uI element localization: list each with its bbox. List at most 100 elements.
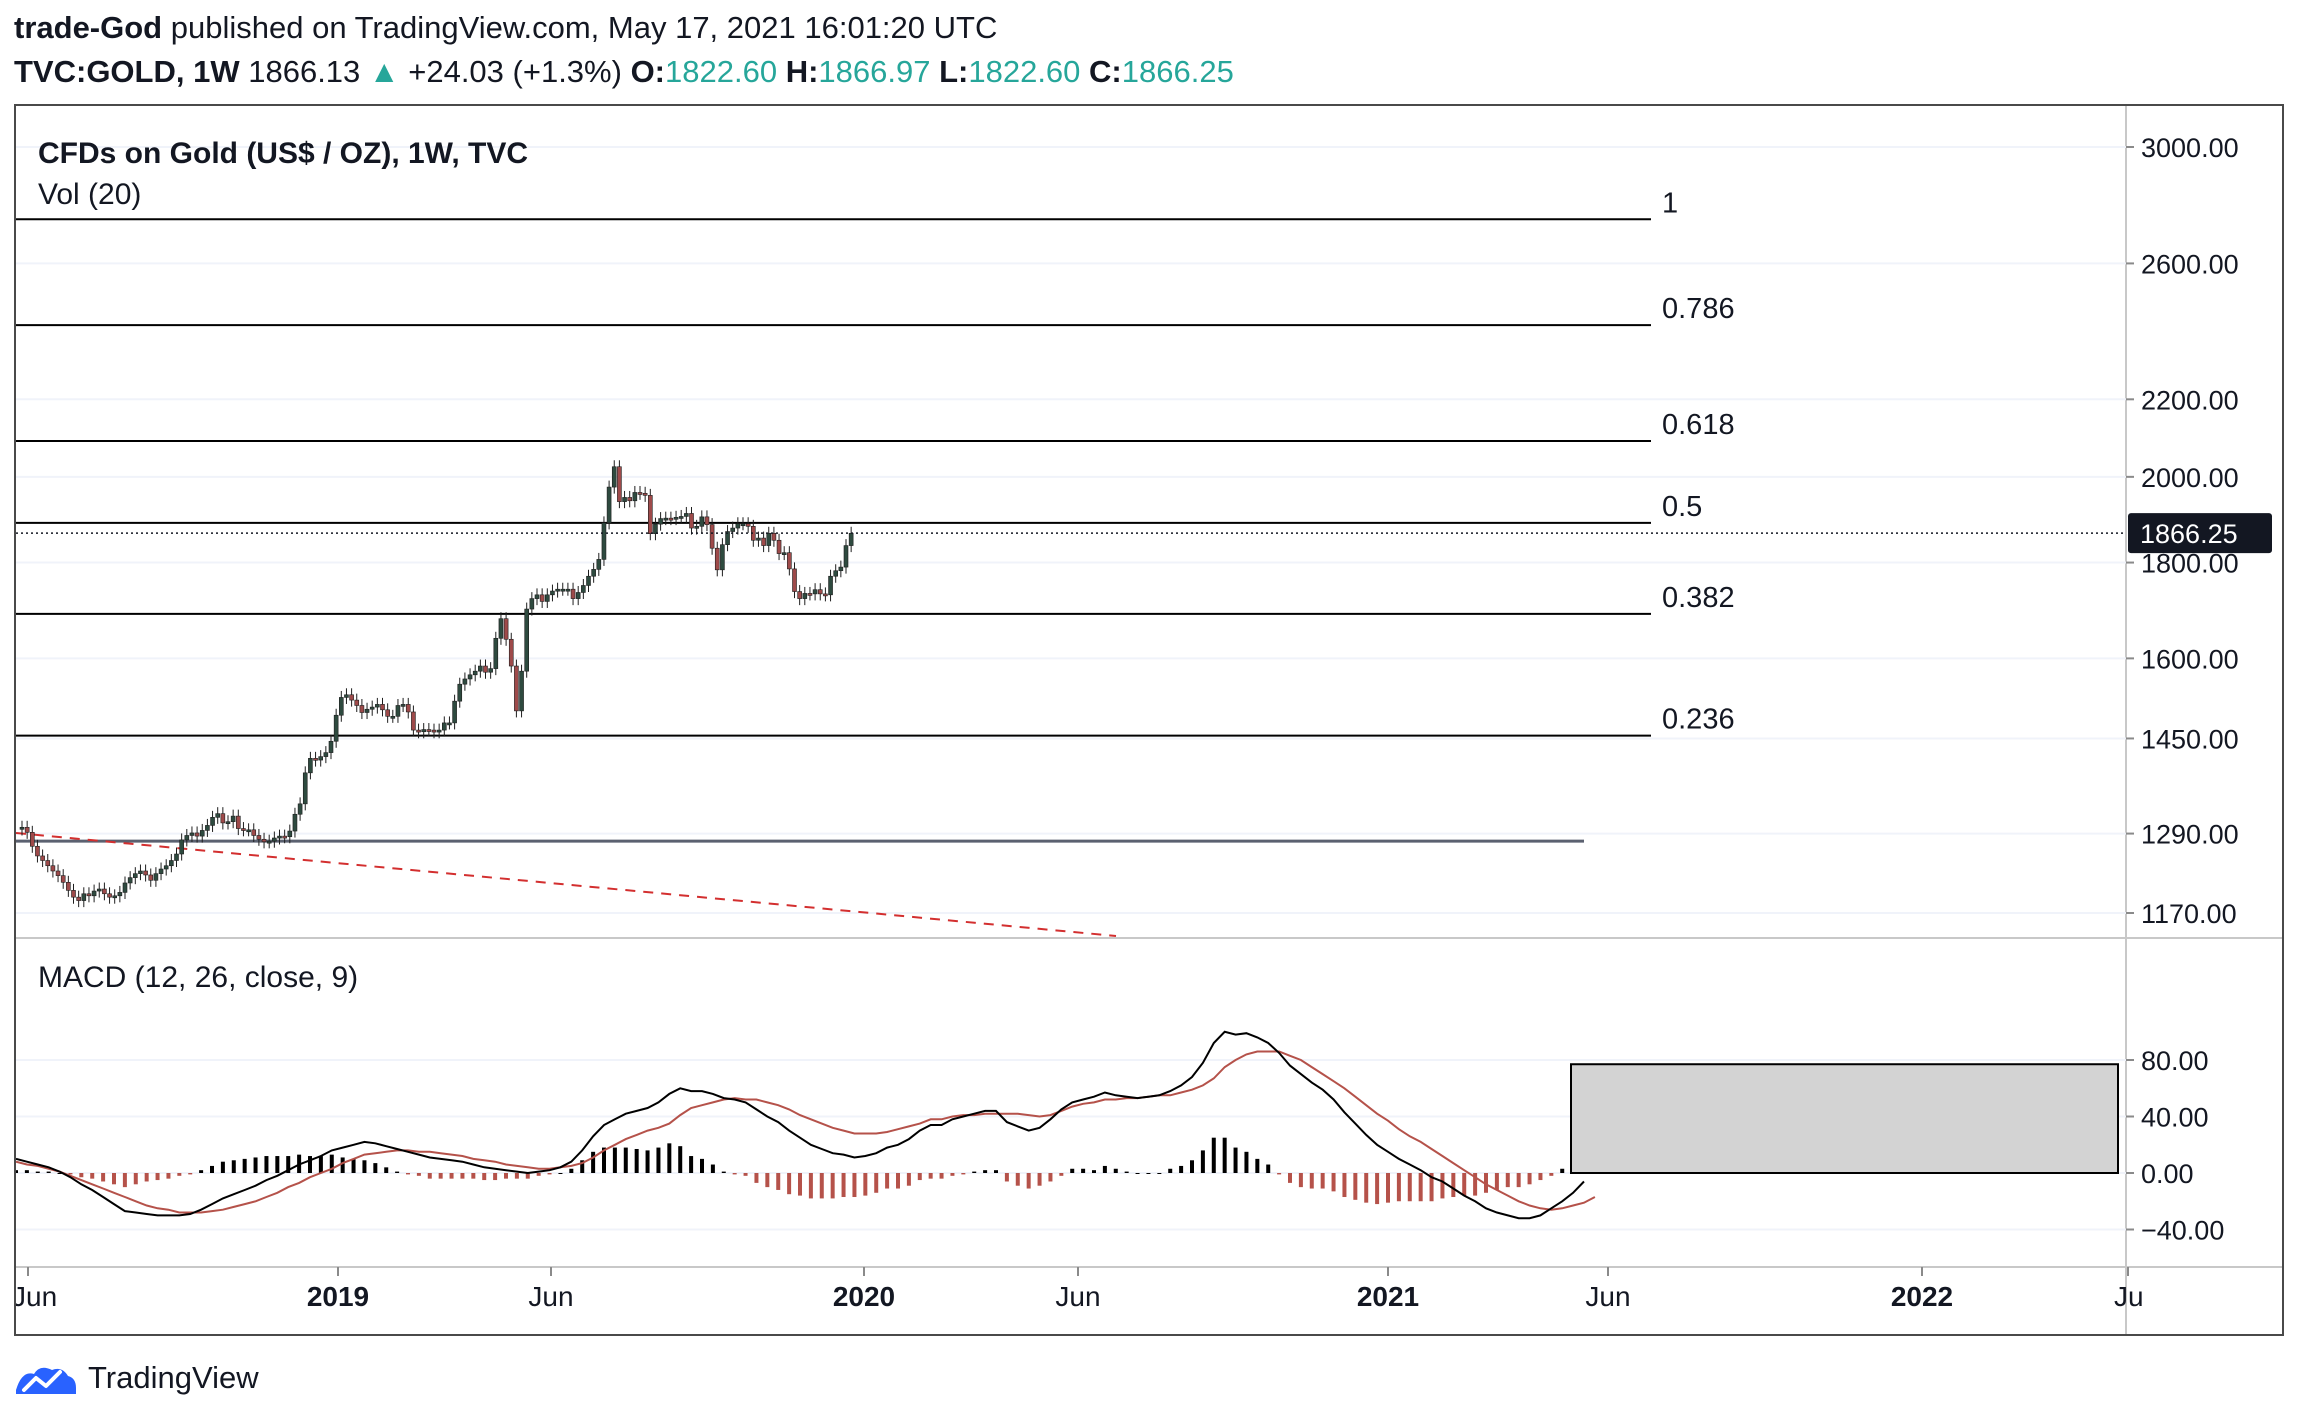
macd-histogram-bar bbox=[994, 1170, 998, 1173]
macd-histogram-bar bbox=[1211, 1137, 1216, 1173]
macd-histogram-bar bbox=[1113, 1168, 1118, 1173]
candle-up bbox=[112, 895, 117, 899]
candle-up bbox=[653, 523, 658, 534]
candle-down bbox=[503, 618, 509, 640]
price-tick-label: 1290.00 bbox=[2141, 820, 2239, 850]
candle-up bbox=[766, 532, 772, 546]
fib-level-label: 0.382 bbox=[1662, 582, 1735, 614]
candle-up bbox=[91, 890, 97, 897]
time-tick-label: 2021 bbox=[1357, 1281, 1419, 1312]
macd-histogram-bar bbox=[101, 1173, 106, 1182]
candle-down bbox=[823, 593, 828, 597]
macd-histogram-bar bbox=[1473, 1173, 1478, 1196]
candle-down bbox=[66, 881, 71, 891]
candle-up bbox=[210, 817, 215, 826]
macd-histogram-bar bbox=[1037, 1173, 1042, 1186]
macd-histogram-bar bbox=[166, 1173, 171, 1179]
candle-up bbox=[184, 835, 190, 841]
macd-histogram-bar bbox=[1277, 1173, 1282, 1175]
candle-up bbox=[828, 575, 833, 596]
price-tick-label: 2200.00 bbox=[2141, 385, 2239, 415]
candle-up bbox=[230, 815, 236, 822]
chart-canvas[interactable]: 1 0.786 0.618 0.5 0.382 0.236 1866.25 3000.00… bbox=[16, 106, 2282, 1334]
candle-up bbox=[684, 513, 689, 517]
macd-histogram-bar bbox=[1375, 1173, 1380, 1205]
candle-up bbox=[158, 868, 164, 874]
author-name[interactable]: trade-God bbox=[14, 10, 163, 45]
macd-histogram-bar bbox=[569, 1168, 574, 1173]
chart-frame[interactable]: 1 0.786 0.618 0.5 0.382 0.236 1866.25 3000.00… bbox=[14, 104, 2284, 1336]
candle-down bbox=[76, 896, 81, 901]
candle-up bbox=[179, 839, 184, 855]
candle-up bbox=[127, 877, 133, 884]
candle-up bbox=[364, 708, 370, 713]
macd-histogram-bar bbox=[536, 1173, 541, 1176]
tradingview-logo[interactable]: TradingView bbox=[14, 1360, 259, 1396]
macd-histogram-bar bbox=[1146, 1173, 1151, 1174]
candle-down bbox=[313, 758, 318, 761]
macd-histogram-bar bbox=[1233, 1147, 1238, 1173]
candle-down bbox=[431, 729, 437, 733]
macd-histogram-bar bbox=[776, 1173, 781, 1190]
macd-histogram-bar bbox=[1004, 1173, 1009, 1182]
macd-histogram-bar bbox=[275, 1156, 280, 1173]
candle-up bbox=[302, 772, 308, 805]
macd-histogram-bar bbox=[1516, 1173, 1521, 1188]
macd-histogram-bar bbox=[514, 1173, 519, 1179]
last-price-badge bbox=[2128, 513, 2272, 554]
candle-down bbox=[251, 829, 257, 836]
candle-up bbox=[266, 840, 272, 844]
macd-histogram-bar bbox=[1288, 1173, 1292, 1183]
candle-down bbox=[416, 729, 421, 733]
candle-down bbox=[282, 835, 287, 839]
macd-histogram-bar bbox=[427, 1173, 432, 1179]
low-label: L: bbox=[939, 54, 969, 89]
candle-down bbox=[426, 729, 432, 732]
macd-histogram-bar bbox=[1244, 1151, 1249, 1173]
macd-histogram-bar bbox=[841, 1173, 846, 1198]
candle-down bbox=[55, 870, 61, 876]
macd-histogram-bar bbox=[1320, 1173, 1325, 1189]
candle-down bbox=[792, 568, 797, 592]
candle-up bbox=[740, 523, 746, 527]
projection-box bbox=[1570, 1063, 2119, 1174]
time-tick-label: 2019 bbox=[307, 1281, 369, 1312]
macd-histogram-bar bbox=[678, 1146, 683, 1173]
candle-down bbox=[24, 826, 30, 833]
candle-down bbox=[86, 893, 92, 897]
macd-histogram-bar bbox=[1157, 1173, 1162, 1174]
candle-up bbox=[565, 588, 571, 592]
macd-histogram-bar bbox=[406, 1173, 410, 1175]
macd-tick-label: −40.00 bbox=[2141, 1216, 2224, 1246]
macd-histogram-bar bbox=[1331, 1173, 1336, 1192]
macd-histogram-bar bbox=[667, 1143, 672, 1173]
candle-up bbox=[292, 813, 298, 832]
candle-down bbox=[354, 699, 360, 706]
macd-histogram-bar bbox=[46, 1171, 51, 1173]
macd-pane bbox=[16, 1030, 2119, 1220]
candle-up bbox=[606, 486, 612, 524]
macd-histogram-bar bbox=[547, 1173, 552, 1175]
candle-up bbox=[663, 517, 669, 521]
candle-up bbox=[678, 516, 684, 519]
candle-up bbox=[272, 837, 277, 842]
candle-up bbox=[575, 592, 581, 599]
candle-down bbox=[241, 828, 246, 831]
fibonacci-levels[interactable]: 1 0.786 0.618 0.5 0.382 0.236 bbox=[16, 187, 1735, 737]
candle-down bbox=[617, 466, 622, 502]
trend-lines[interactable] bbox=[16, 832, 1584, 937]
candle-up bbox=[658, 518, 663, 525]
candle-down bbox=[220, 813, 226, 824]
macd-histogram-bar bbox=[199, 1170, 204, 1173]
price-tick-label: 1170.00 bbox=[2141, 899, 2237, 929]
macd-histogram-bar bbox=[471, 1173, 476, 1179]
tradingview-logo-icon bbox=[16, 1367, 76, 1394]
time-tick-label: Jun bbox=[1585, 1281, 1630, 1312]
candle-up bbox=[81, 893, 87, 901]
candle-down bbox=[709, 524, 715, 549]
macd-histogram-bar bbox=[1451, 1173, 1456, 1198]
candle-up bbox=[369, 706, 375, 710]
macd-histogram-bar bbox=[24, 1170, 29, 1173]
quote-line: TVC:GOLD, 1W 1866.13 ▲ +24.03 (+1.3%) O:… bbox=[14, 54, 1234, 90]
price-tick-label: 2600.00 bbox=[2141, 249, 2239, 279]
